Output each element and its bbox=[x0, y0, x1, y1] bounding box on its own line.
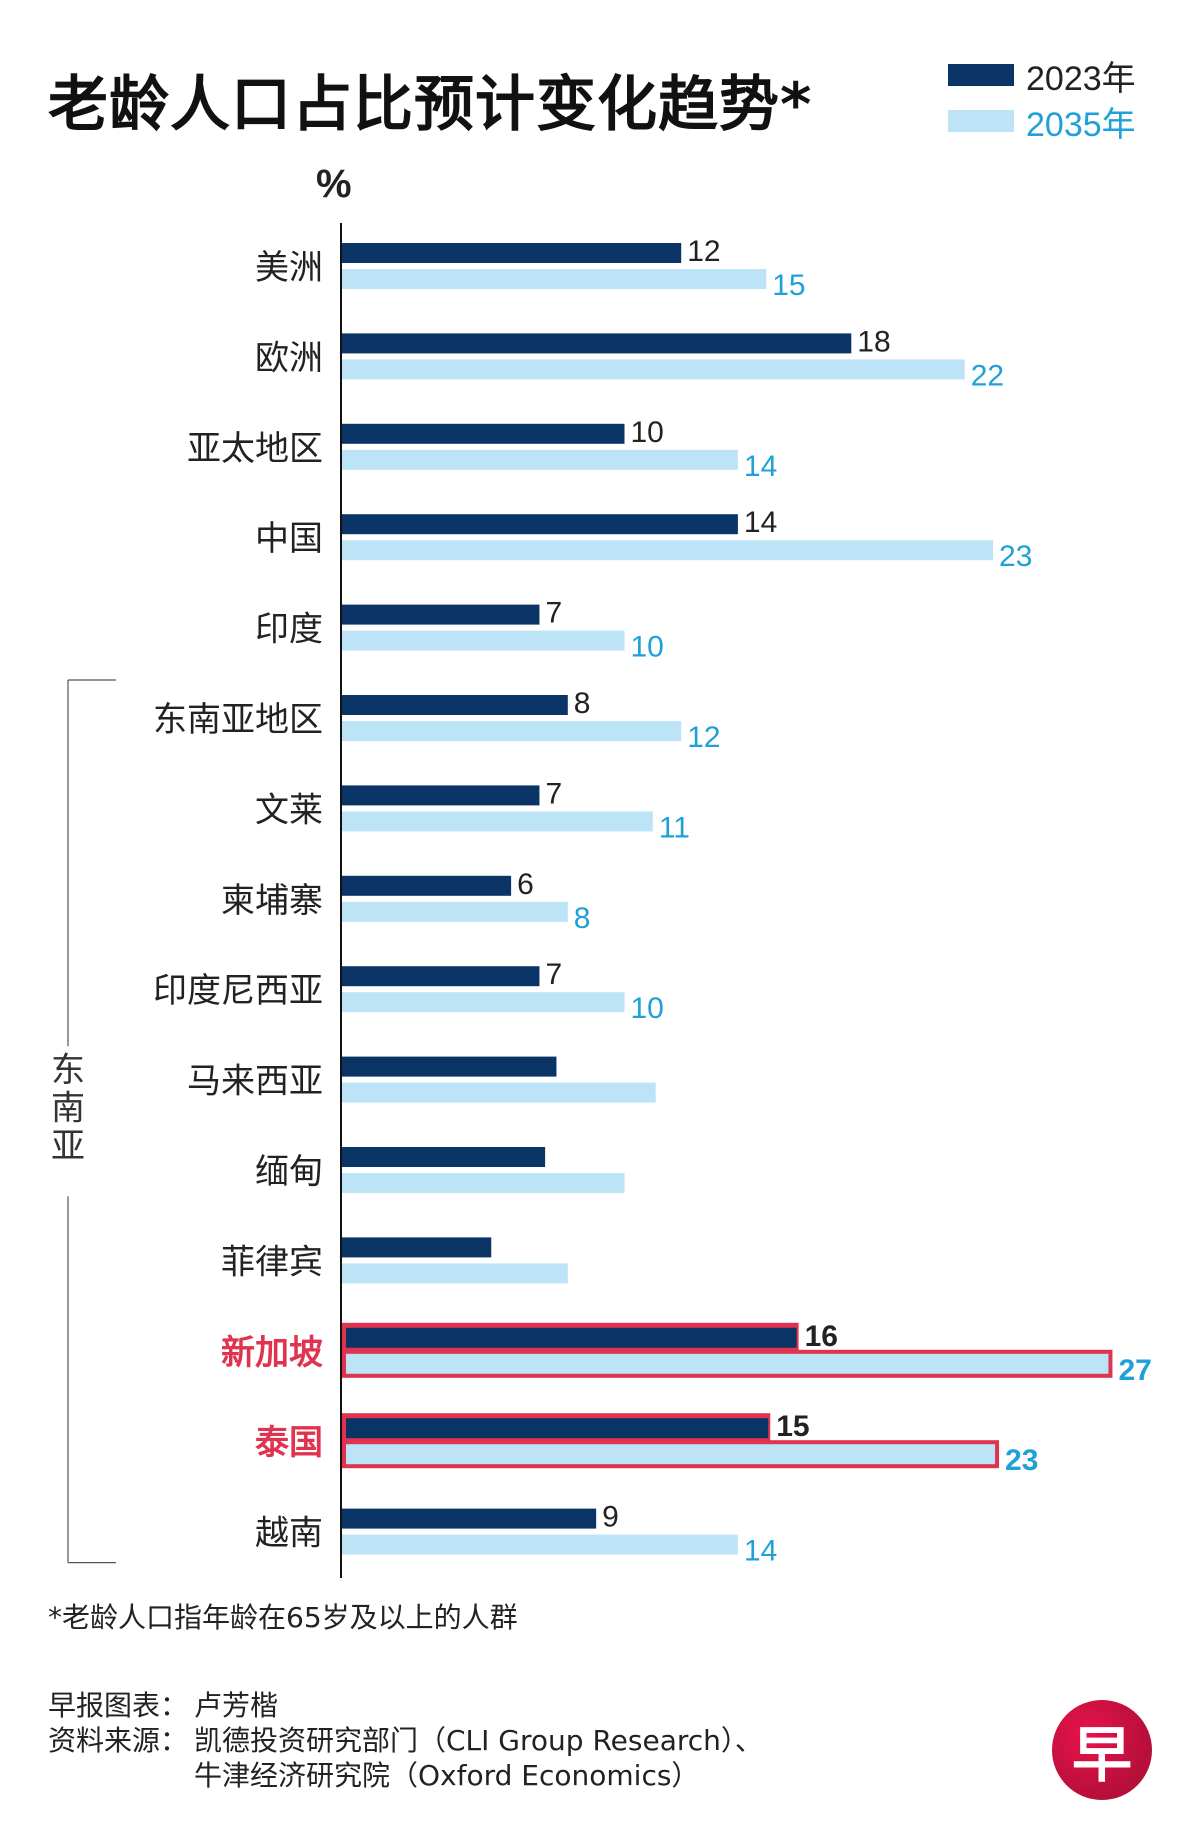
zaobao-logo: 早 bbox=[1052, 1700, 1152, 1800]
legend-swatch-2035 bbox=[948, 110, 1014, 132]
value-label-2023: 10 bbox=[631, 416, 664, 449]
bar-2035 bbox=[341, 449, 738, 470]
category-label: 缅甸 bbox=[255, 1152, 323, 1192]
value-label-2035: 12 bbox=[687, 721, 720, 754]
bar-2023 bbox=[341, 243, 682, 263]
bar-2035 bbox=[341, 992, 625, 1013]
bar-2035 bbox=[341, 269, 767, 289]
bar-2023 bbox=[341, 333, 852, 354]
legend: 2023年 2035年 bbox=[948, 52, 1136, 144]
credit-value: 卢芳楷 bbox=[194, 1689, 279, 1722]
value-label-2023: 9 bbox=[602, 1501, 619, 1534]
value-label-2035: 23 bbox=[999, 540, 1032, 573]
bar-chart: 12 15 美洲 18 22 欧洲 10 14 亚太地区 14 23 中国 7 10 印度 8 12 东南亚地区 7… bbox=[51, 223, 1152, 1578]
legend-label-2023: 2023年 bbox=[1026, 59, 1136, 98]
category-label: 印度尼西亚 bbox=[153, 971, 323, 1011]
bar-2023 bbox=[341, 514, 738, 535]
category-label: 中国 bbox=[255, 519, 323, 559]
value-label-2035: 14 bbox=[744, 1535, 777, 1568]
value-label-2023: 14 bbox=[744, 506, 777, 539]
value-label-2023: 15 bbox=[776, 1410, 809, 1443]
source-row-2: 牛津经济研究院（Oxford Economics） bbox=[48, 1758, 763, 1793]
category-label: 菲律宾 bbox=[221, 1242, 323, 1282]
category-label: 亚太地区 bbox=[187, 429, 323, 469]
footnote: *老龄人口指年龄在65岁及以上的人群 bbox=[48, 1601, 518, 1634]
group-label-char: 东 bbox=[51, 1050, 85, 1090]
category-label: 文莱 bbox=[255, 790, 323, 830]
category-label: 新加坡 bbox=[221, 1333, 323, 1373]
bar-2035 bbox=[341, 1534, 738, 1555]
category-label: 柬埔寨 bbox=[221, 881, 323, 921]
bar-2035 bbox=[341, 359, 965, 380]
legend-label-2035: 2035年 bbox=[1026, 105, 1136, 144]
group-label-char: 南 bbox=[51, 1088, 85, 1128]
bar-2035 bbox=[346, 1353, 1109, 1374]
bar-2035 bbox=[341, 540, 994, 561]
group-label-char: 亚 bbox=[51, 1126, 85, 1166]
value-label-2035: 14 bbox=[744, 450, 777, 483]
bar-2023 bbox=[346, 1327, 797, 1348]
value-label-2035: 22 bbox=[971, 359, 1004, 392]
category-label: 欧洲 bbox=[255, 338, 323, 378]
category-label: 美洲 bbox=[255, 248, 323, 288]
value-label-2023: 18 bbox=[857, 325, 890, 358]
bar-2023 bbox=[341, 875, 512, 896]
value-label-2023: 8 bbox=[574, 687, 591, 720]
bar-2023 bbox=[341, 785, 540, 806]
value-label-2023: 7 bbox=[545, 597, 562, 630]
credit-row: 早报图表： 卢芳楷 bbox=[48, 1688, 763, 1723]
value-label-2035: 23 bbox=[1005, 1444, 1038, 1477]
credits: 早报图表： 卢芳楷 资料来源： 凯德投资研究部门（CLI Group Resea… bbox=[48, 1688, 763, 1793]
bar-2023 bbox=[341, 423, 625, 444]
bar-2023 bbox=[341, 1237, 492, 1258]
value-label-2023: 16 bbox=[805, 1320, 838, 1353]
bar-2035 bbox=[341, 811, 653, 832]
unit-label: % bbox=[316, 162, 352, 206]
bar-2035 bbox=[341, 1082, 656, 1103]
value-label-2023: 7 bbox=[545, 958, 562, 991]
bar-2035 bbox=[341, 721, 682, 741]
bar-2035 bbox=[341, 1173, 625, 1193]
bar-2035 bbox=[341, 1263, 568, 1284]
value-label-2035: 27 bbox=[1118, 1354, 1151, 1387]
bar-2023 bbox=[341, 966, 540, 987]
credit-label: 早报图表： bbox=[48, 1689, 189, 1722]
value-label-2023: 12 bbox=[687, 235, 720, 268]
source-line-1: 凯德投资研究部门（CLI Group Research）、 bbox=[194, 1724, 763, 1757]
value-label-2035: 11 bbox=[659, 811, 690, 844]
source-line-2: 牛津经济研究院（Oxford Economics） bbox=[194, 1759, 700, 1792]
legend-item-2035: 2035年 bbox=[948, 98, 1136, 144]
chart-title: 老龄人口占比预计变化趋势* bbox=[48, 70, 813, 140]
value-label-2023: 6 bbox=[517, 868, 534, 901]
value-label-2035: 15 bbox=[772, 269, 805, 302]
source-label: 资料来源： bbox=[48, 1724, 189, 1757]
legend-item-2023: 2023年 bbox=[948, 52, 1136, 98]
category-label: 泰国 bbox=[255, 1423, 323, 1463]
bar-2023 bbox=[341, 695, 568, 715]
legend-swatch-2023 bbox=[948, 64, 1014, 86]
bar-2023 bbox=[341, 1147, 546, 1167]
bar-2035 bbox=[341, 901, 568, 922]
bar-2035 bbox=[341, 630, 625, 651]
category-label: 越南 bbox=[255, 1514, 323, 1554]
bar-2023 bbox=[346, 1418, 769, 1439]
bar-2023 bbox=[341, 1056, 557, 1077]
value-label-2035: 8 bbox=[574, 902, 591, 935]
bar-2023 bbox=[341, 604, 540, 625]
value-label-2035: 10 bbox=[631, 992, 664, 1025]
category-label: 印度 bbox=[255, 610, 323, 650]
source-row: 资料来源： 凯德投资研究部门（CLI Group Research）、 bbox=[48, 1723, 763, 1758]
value-label-2023: 7 bbox=[545, 777, 562, 810]
bar-2023 bbox=[341, 1508, 597, 1529]
category-label: 东南亚地区 bbox=[153, 700, 323, 740]
value-label-2035: 10 bbox=[631, 631, 664, 664]
bar-2035 bbox=[346, 1444, 996, 1465]
category-label: 马来西亚 bbox=[187, 1062, 323, 1102]
